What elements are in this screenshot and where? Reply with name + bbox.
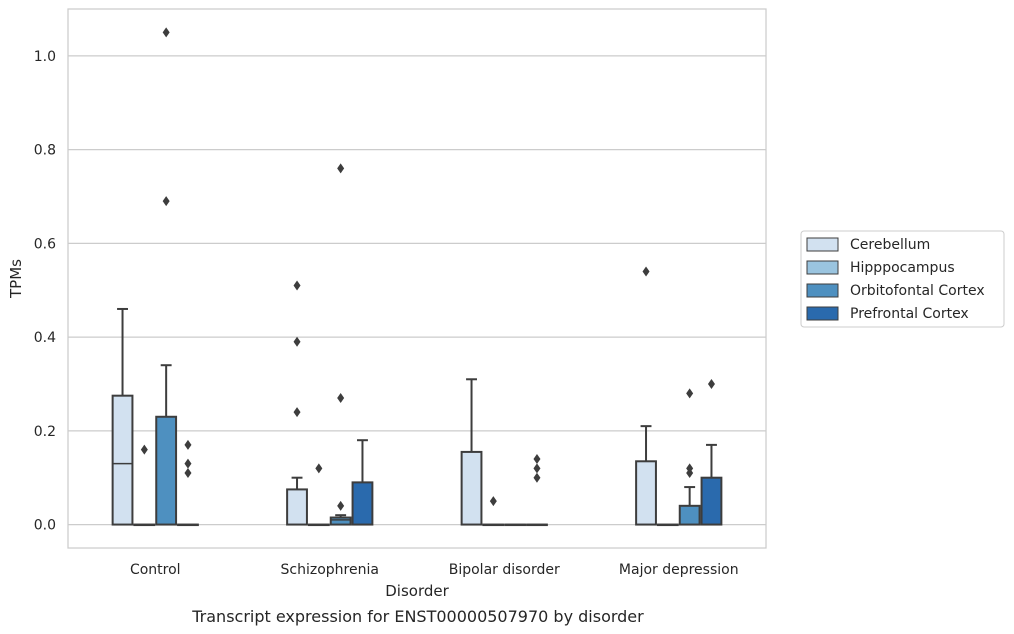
- series-cerebellum: [111, 307, 657, 526]
- outlier-point: [707, 378, 715, 389]
- y-tick-label: 0.0: [34, 518, 56, 534]
- box-body: [460, 450, 483, 526]
- legend-swatch: [806, 283, 839, 298]
- box-body: [635, 460, 657, 526]
- box: [482, 523, 505, 527]
- y-axis-ticks: 0.0 0.2 0.4 0.6 0.8 1.0: [34, 49, 56, 534]
- box-body: [286, 488, 308, 526]
- box: [111, 307, 134, 526]
- box-body: [678, 504, 701, 526]
- plot-area-frame: [67, 8, 767, 549]
- outlier-point: [686, 463, 694, 474]
- box: [700, 443, 723, 526]
- box: [656, 523, 679, 527]
- x-tick-label: Bipolar disorder: [449, 562, 560, 578]
- outlier-point: [162, 196, 170, 207]
- legend[interactable]: Cerebellum Hipppocampus Orbitofontal Corte…: [800, 230, 1005, 328]
- outlier-point: [184, 458, 192, 469]
- outlier-point: [489, 496, 497, 507]
- box: [286, 476, 308, 526]
- outlier-point: [337, 393, 345, 404]
- box: [635, 425, 657, 526]
- box: [460, 378, 483, 526]
- box: [133, 523, 156, 527]
- legend-frame: [800, 230, 1005, 328]
- box: [351, 439, 374, 526]
- y-tick-label: 0.6: [34, 236, 56, 252]
- legend-swatch: [806, 306, 839, 321]
- outlier-point: [337, 500, 345, 511]
- legend-label: Prefrontal Cortex: [850, 306, 969, 322]
- outlier-point: [533, 472, 541, 483]
- box-body: [700, 476, 723, 526]
- series-prefrontal-cortex: [177, 439, 723, 527]
- y-tick-label: 0.8: [34, 143, 56, 159]
- box: [504, 523, 527, 527]
- x-tick-label: Schizophrenia: [281, 562, 379, 578]
- x-tick-label: Control: [130, 562, 181, 578]
- box: [329, 514, 352, 526]
- box: [307, 523, 330, 527]
- legend-label: Cerebellum: [850, 237, 930, 253]
- outlier-point: [293, 407, 301, 418]
- y-tick-label: 0.4: [34, 330, 56, 346]
- series-hipppocampus: [133, 523, 679, 527]
- box: [526, 523, 548, 527]
- outlier-point: [686, 388, 694, 399]
- x-axis-ticks: Control Schizophrenia Bipolar disorder Majo…: [130, 562, 739, 578]
- legend-item: Orbitofontal Cortex: [806, 283, 985, 299]
- legend-items: Cerebellum Hipppocampus Orbitofontal Corte…: [806, 237, 985, 322]
- series-orbitofontal-cortex: [155, 364, 701, 527]
- legend-label: Orbitofontal Cortex: [850, 283, 985, 299]
- outlier-point: [337, 163, 345, 174]
- legend-item: Hipppocampus: [806, 260, 955, 276]
- x-tick-label: Major depression: [619, 562, 739, 578]
- outlier-point: [140, 444, 148, 455]
- legend-swatch: [806, 260, 839, 275]
- y-axis-label: TPMs: [7, 259, 25, 299]
- outlier-point: [184, 439, 192, 450]
- outlier-point: [533, 463, 541, 474]
- outlier-points: [140, 27, 715, 511]
- box: [678, 486, 701, 526]
- y-tick-label: 1.0: [34, 49, 56, 65]
- box-body: [111, 394, 134, 526]
- legend-label: Hipppocampus: [850, 260, 955, 276]
- legend-item: Prefrontal Cortex: [806, 306, 969, 322]
- legend-item: Cerebellum: [806, 237, 930, 253]
- outlier-point: [642, 266, 650, 277]
- box-series: [111, 307, 723, 527]
- legend-swatch: [806, 237, 839, 252]
- box-body: [351, 481, 374, 526]
- box-body: [329, 516, 352, 526]
- outlier-point: [293, 336, 301, 347]
- outlier-point: [184, 468, 192, 479]
- outlier-point: [533, 453, 541, 464]
- outlier-point: [293, 280, 301, 291]
- chart-caption: Transcript expression for ENST0000050797…: [191, 607, 644, 626]
- box-body: [155, 415, 178, 526]
- y-tick-label: 0.2: [34, 424, 56, 440]
- x-axis-label: Disorder: [385, 582, 449, 600]
- box: [177, 523, 199, 527]
- outlier-point: [315, 463, 323, 474]
- box: [155, 364, 178, 526]
- outlier-point: [162, 27, 170, 38]
